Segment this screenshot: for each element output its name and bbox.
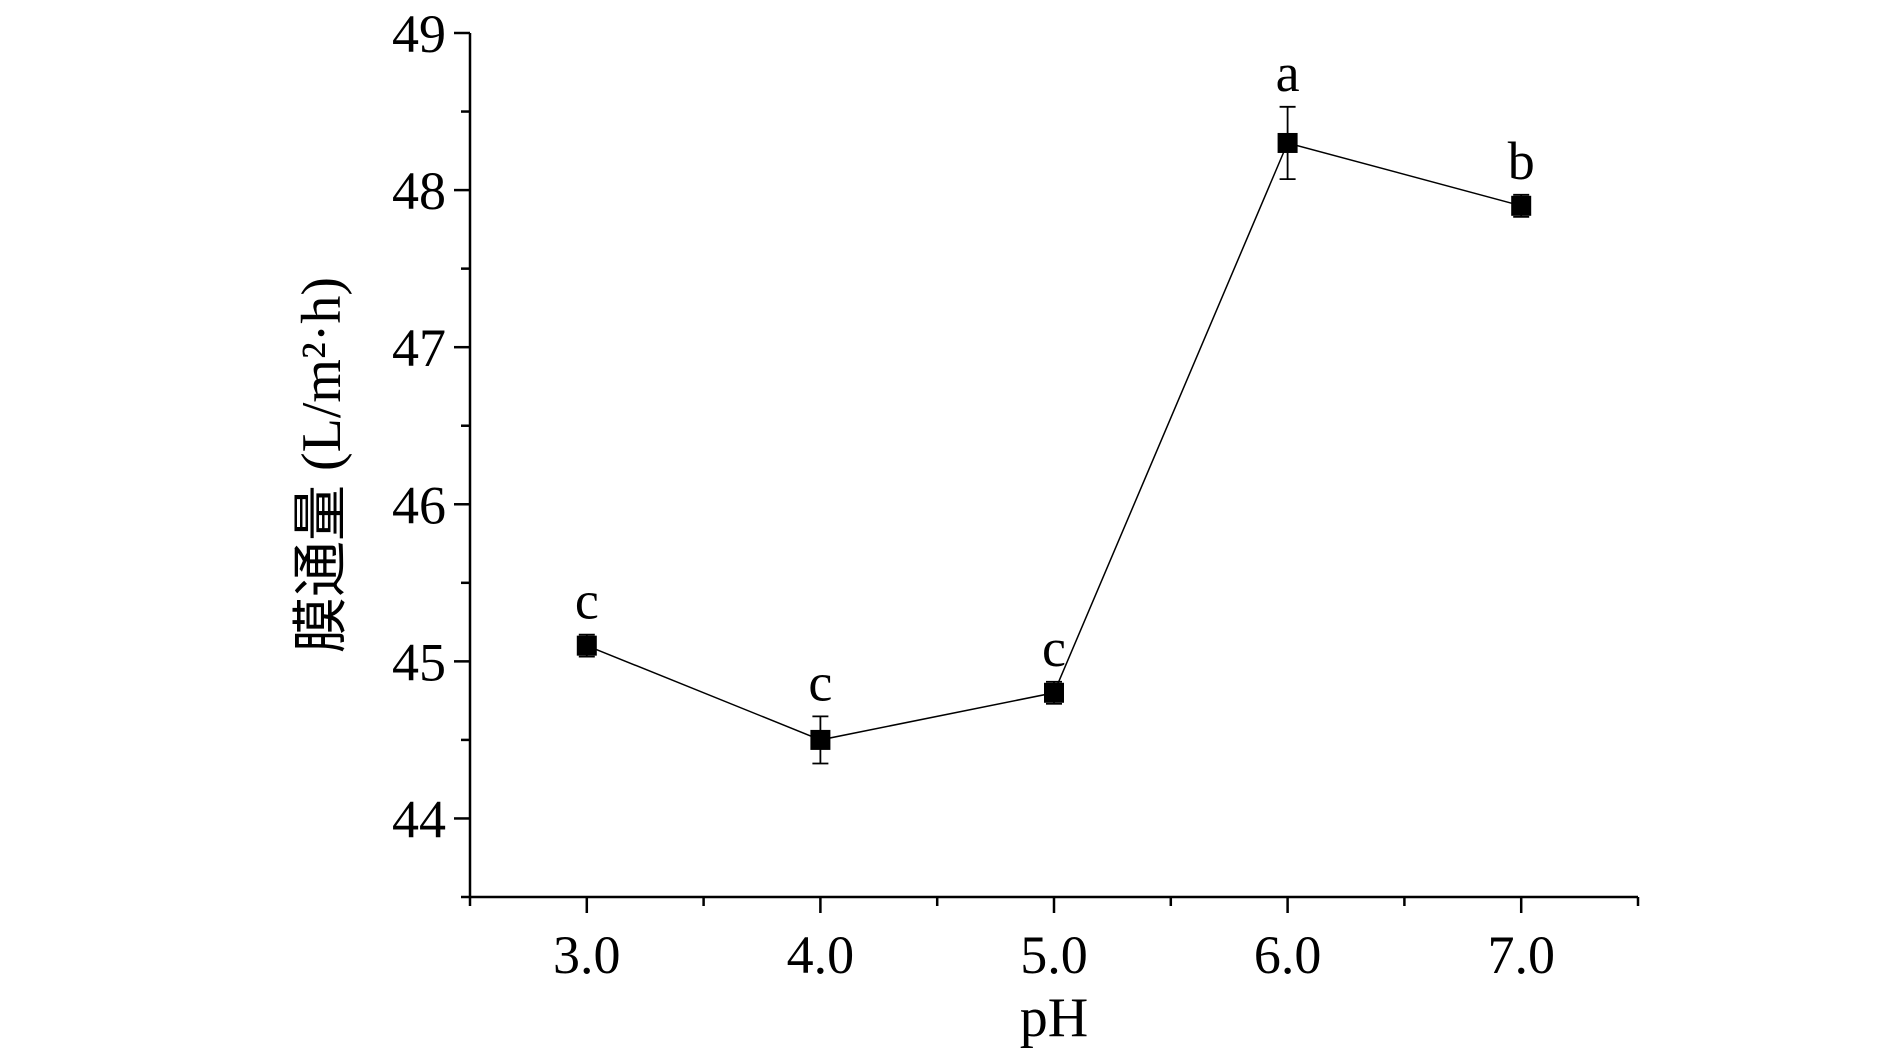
significance-label: c [808, 652, 832, 712]
data-point [810, 729, 831, 750]
significance-label: b [1508, 131, 1535, 191]
y-axis-title: 膜通量 (L/m²·h) [291, 277, 353, 653]
significance-label: a [1276, 43, 1300, 103]
significance-label: c [1042, 618, 1066, 678]
x-tick-label: 3.0 [553, 925, 621, 985]
y-tick-label: 46 [392, 475, 446, 535]
data-point [1044, 682, 1064, 703]
data-point [1511, 195, 1532, 216]
y-ticks: 44 45 46 47 48 49 [392, 4, 470, 899]
x-ticks: 3.0 4.0 5.0 6.0 7.0 [468, 897, 1640, 985]
y-tick-label: 47 [392, 318, 446, 378]
axes [468, 33, 1638, 899]
x-axis-title: pH [1020, 987, 1088, 1049]
y-tick-label: 44 [392, 789, 446, 849]
x-tick-label: 6.0 [1254, 925, 1322, 985]
x-tick-label: 7.0 [1487, 925, 1555, 985]
series: c c c a b [575, 43, 1535, 765]
y-tick-label: 49 [392, 4, 446, 64]
x-tick-label: 4.0 [787, 925, 855, 985]
data-point [576, 635, 597, 656]
y-tick-label: 45 [392, 632, 446, 692]
y-tick-label: 48 [392, 161, 446, 221]
data-point [1277, 132, 1298, 153]
significance-label: c [575, 571, 599, 631]
x-tick-label: 5.0 [1020, 925, 1088, 985]
